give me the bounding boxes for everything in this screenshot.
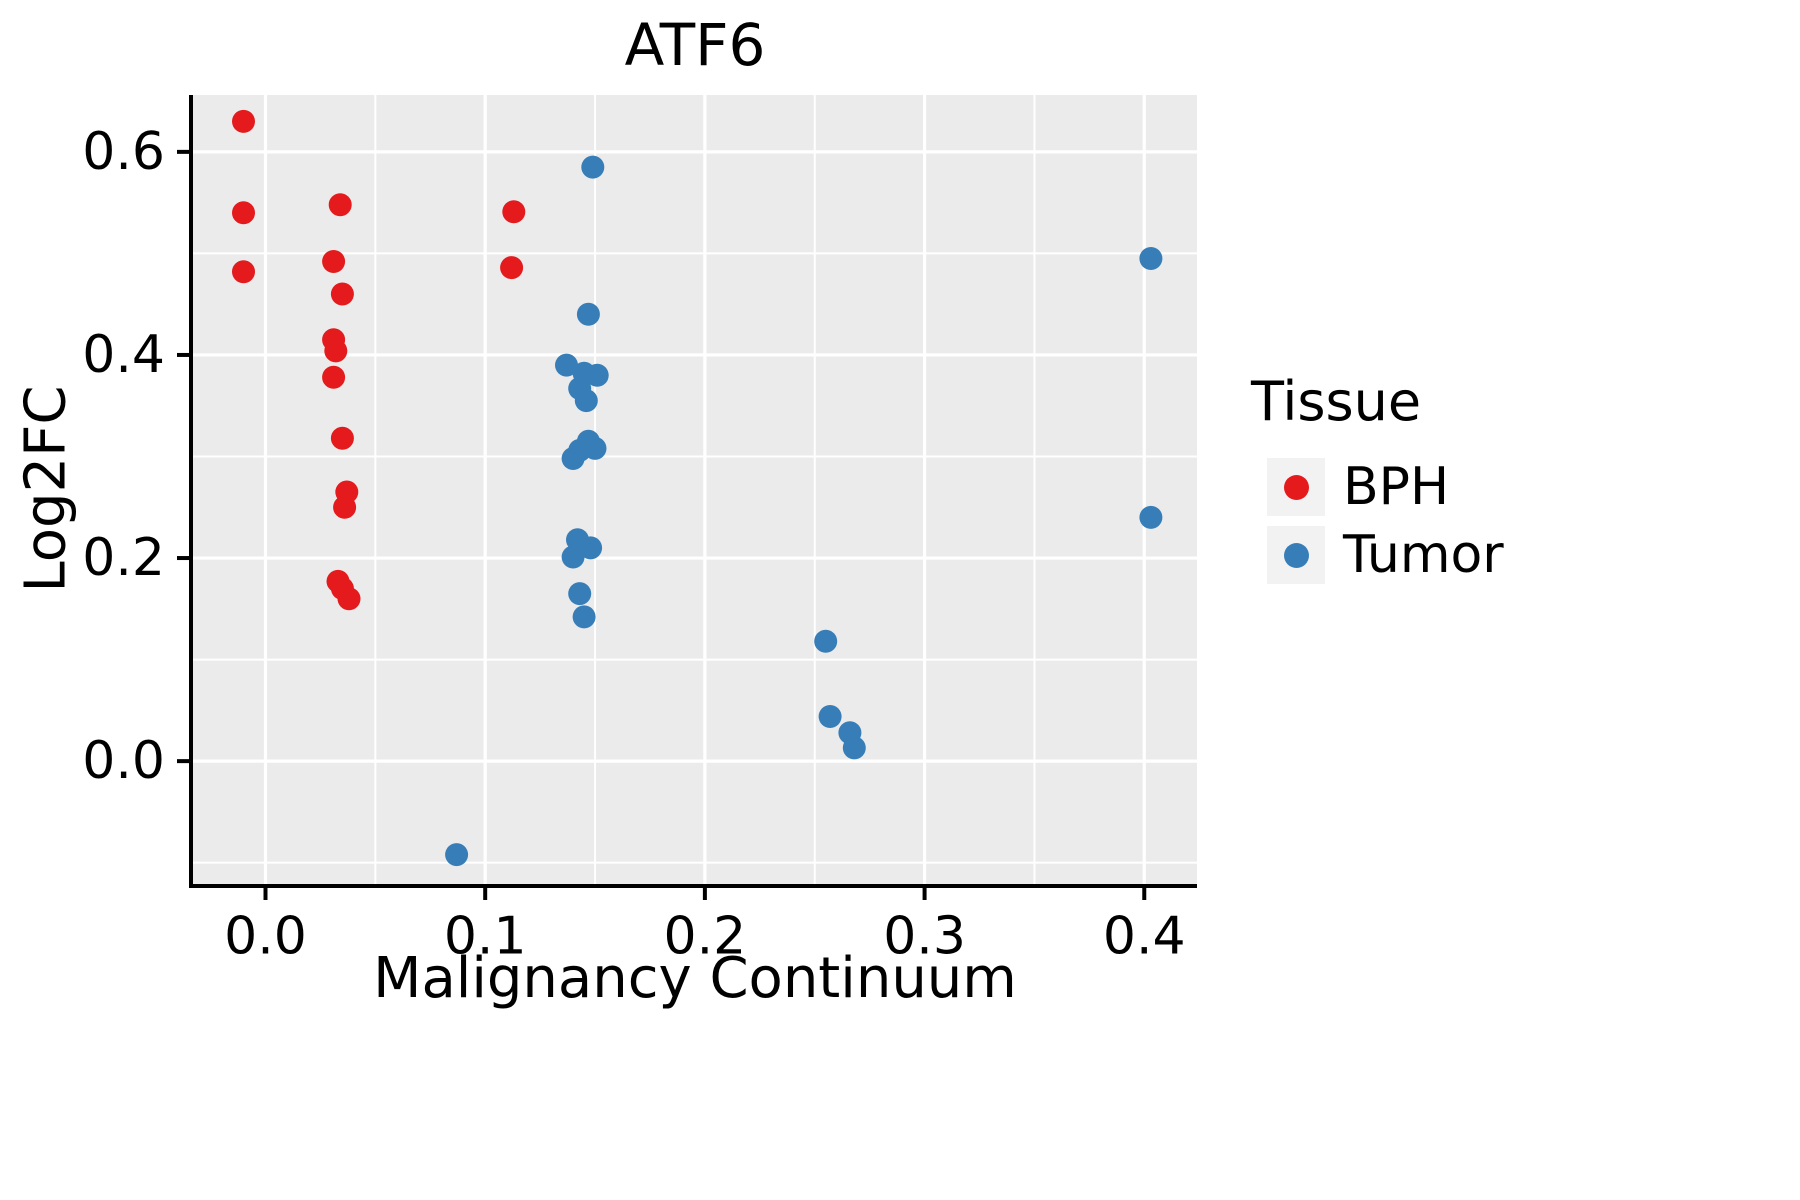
data-point-tumor (561, 545, 585, 569)
data-point-tumor (555, 353, 578, 377)
x-tick-label: 0.2 (664, 907, 747, 967)
y-tick-label: 0.6 (82, 122, 165, 182)
legend-dot-bph (1283, 474, 1309, 500)
axis-lines (189, 95, 1197, 888)
data-point-tumor (583, 436, 607, 460)
data-point-bph (333, 495, 357, 519)
data-point-tumor (818, 705, 842, 728)
y-tick-label: 0.0 (82, 731, 165, 791)
x-tick-label: 0.1 (444, 907, 527, 967)
data-point-tumor (576, 302, 600, 326)
data-point-bph (330, 426, 354, 450)
legend-key-tumor (1267, 526, 1325, 584)
data-point-tumor (579, 536, 603, 560)
data-point-tumor (581, 155, 605, 179)
legend-label-bph: BPH (1343, 457, 1450, 517)
legend: Tissue BPH Tumor (1251, 370, 1504, 585)
data-point-bph (324, 339, 348, 363)
data-point-tumor (445, 843, 469, 867)
x-tick-label: 0.4 (1103, 907, 1186, 967)
data-point-tumor (1139, 505, 1163, 529)
legend-dot-tumor (1283, 542, 1309, 568)
data-point-bph (232, 260, 255, 284)
data-point-tumor (568, 582, 592, 606)
data-point-bph (322, 365, 346, 389)
data-point-bph (232, 201, 255, 225)
data-point-bph (232, 109, 255, 133)
data-point-bph (322, 250, 346, 273)
legend-item-bph: BPH (1251, 457, 1504, 517)
chart-title: ATF6 (624, 11, 766, 79)
data-point-tumor (572, 605, 596, 629)
y-tick-label: 0.4 (82, 325, 165, 385)
data-point-tumor (585, 363, 609, 387)
y-tick-label: 0.2 (82, 528, 165, 588)
data-point-tumor (814, 629, 838, 653)
data-point-tumor (574, 389, 598, 413)
x-tick-label: 0.0 (224, 907, 307, 967)
data-point-bph (330, 282, 354, 306)
legend-label-tumor: Tumor (1343, 525, 1504, 585)
legend-title: Tissue (1251, 370, 1422, 433)
legend-item-tumor: Tumor (1251, 525, 1504, 585)
data-point-bph (502, 200, 526, 224)
data-point-bph (328, 193, 352, 217)
y-axis-label: Log2FC (13, 385, 79, 593)
legend-key-bph (1267, 458, 1325, 516)
data-point-bph (500, 256, 524, 280)
x-axis-label: Malignancy Continuum (373, 946, 1017, 1011)
data-point-bph (337, 587, 361, 611)
x-tick-label: 0.3 (883, 907, 966, 967)
plot-panel (193, 95, 1197, 884)
data-point-tumor (842, 736, 866, 760)
data-point-tumor (1139, 247, 1163, 270)
